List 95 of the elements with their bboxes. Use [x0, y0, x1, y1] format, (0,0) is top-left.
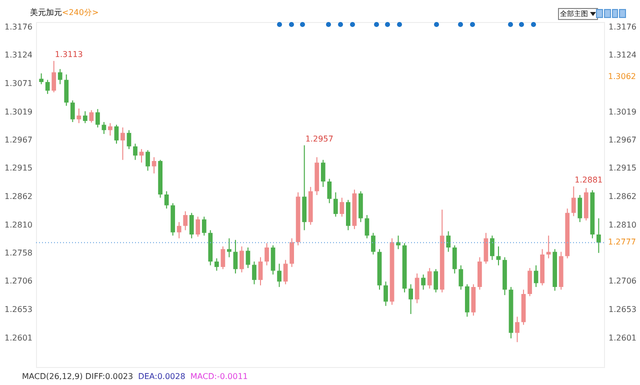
text: MACD:-0.0011	[190, 372, 248, 381]
candlestick	[183, 210, 188, 231]
candlestick	[108, 122, 112, 136]
y-tick-label: 1.2653	[4, 305, 32, 314]
candlestick	[133, 143, 138, 160]
chart-subtitle: <240分>	[62, 8, 99, 17]
text: MACD(26,12,9) DIFF:0.0023	[22, 372, 134, 381]
candlestick	[364, 214, 370, 239]
candlestick	[320, 159, 326, 188]
y-tick-label: 1.3176	[4, 22, 32, 32]
candlestick	[371, 232, 376, 256]
text: 1.2881	[574, 175, 603, 184]
y-tick-label: 1.2758	[4, 248, 32, 258]
text: 1.3113	[54, 50, 83, 59]
candlestick	[290, 238, 294, 268]
chart-title: 美元加元	[30, 8, 62, 17]
candlestick	[126, 130, 132, 150]
candlestick	[120, 126, 125, 160]
y2-tick-label: 1.3124	[608, 50, 636, 60]
candlestick	[227, 238, 232, 258]
y-tick-label: 1.2967	[4, 135, 32, 144]
y-tick-label: 1.3124	[4, 50, 32, 60]
y-tick-label: 1.3071	[4, 79, 32, 88]
y2-tick-label: 1.3019	[608, 107, 636, 116]
candlestick	[283, 259, 288, 285]
candlestick	[546, 235, 551, 259]
candlestick	[490, 235, 494, 260]
candlestick	[270, 244, 276, 276]
candlestick	[578, 194, 582, 223]
candlestick	[246, 246, 250, 269]
y-tick-label: 1.3019	[4, 107, 32, 116]
candlestick	[39, 72, 44, 85]
candlestick	[64, 74, 69, 106]
candlestick	[45, 79, 50, 94]
candlestick	[496, 246, 501, 266]
y-tick-label: 1.2601	[4, 333, 32, 342]
candlestick	[196, 216, 200, 238]
candlestick	[95, 108, 100, 128]
candlestick	[214, 258, 219, 272]
candlestick	[258, 256, 263, 286]
y2-tick-label: 1.2967	[608, 135, 636, 144]
candlestick	[346, 199, 350, 231]
candlestick	[264, 242, 269, 266]
candlestick	[102, 122, 106, 134]
candlestick	[384, 281, 388, 306]
y2-tick-label: 1.2810	[608, 220, 636, 230]
y-tick-label: 1.2810	[4, 220, 32, 230]
candlestick	[528, 268, 532, 297]
candlestick	[333, 192, 338, 218]
y2-tick-label: 1.2653	[608, 305, 636, 314]
candlestick	[220, 246, 226, 270]
candlestick	[240, 246, 244, 273]
text: DEA:0.0028	[138, 372, 186, 381]
candlestick	[70, 100, 75, 123]
candlestick	[340, 197, 344, 218]
candlestick	[52, 60, 56, 93]
candlestick	[82, 110, 88, 124]
candlestick	[534, 264, 538, 288]
candlestick	[189, 212, 194, 239]
candlestick	[421, 274, 426, 290]
text: 1.2957	[305, 134, 334, 144]
candlestick	[414, 272, 420, 304]
y2-tick-label: 1.3176	[608, 22, 636, 32]
y-tick-label: 1.2915	[4, 164, 32, 173]
candlestick	[152, 156, 156, 174]
candlestick	[434, 268, 438, 293]
candlestick	[76, 108, 82, 124]
y2-tick-label: 1.2862	[608, 192, 636, 202]
candlestick	[452, 244, 457, 274]
candlestick	[596, 218, 601, 254]
candlestick	[396, 235, 400, 250]
candlestick	[327, 178, 332, 204]
candlestick	[58, 68, 62, 85]
candlestick	[252, 261, 256, 285]
candlestick	[427, 268, 432, 290]
candlestick	[176, 222, 182, 239]
y-tick-label: 1.2706	[4, 276, 32, 286]
candlestick	[114, 124, 119, 144]
candlestick	[164, 190, 169, 210]
candlestick	[515, 316, 520, 343]
text: 1.3062	[608, 72, 636, 82]
y2-tick-label: 1.2706	[608, 276, 636, 286]
ref-line-label: 1.2777	[608, 238, 636, 247]
candlestick	[458, 264, 464, 290]
y2-tick-label: 1.2915	[608, 164, 636, 173]
candlestick	[277, 263, 282, 288]
y2-tick-label: 1.2601	[608, 333, 636, 342]
candlestick	[571, 186, 576, 217]
candlestick	[408, 284, 413, 315]
candlestick	[202, 216, 206, 236]
candlestick	[146, 150, 150, 172]
y-tick-label: 1.2862	[4, 192, 32, 202]
candlestick	[446, 230, 451, 252]
candlestick	[89, 110, 94, 124]
candlestick	[233, 239, 238, 274]
